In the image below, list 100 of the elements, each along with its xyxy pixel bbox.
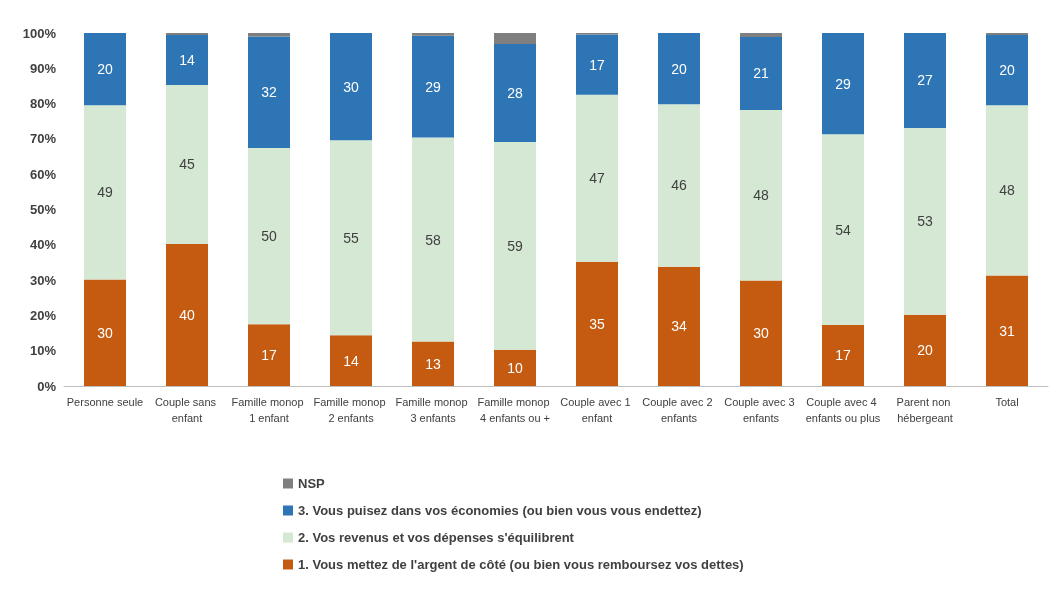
data-label: 35	[589, 315, 605, 332]
bar	[494, 142, 536, 350]
bar	[904, 314, 946, 386]
y-tick-label: 80%	[29, 96, 57, 112]
y-tick-label: 20%	[29, 307, 57, 323]
bar	[248, 33, 290, 37]
data-label: 14	[343, 352, 359, 369]
x-tick-label: Couple avec 4 enfants ou plus	[805, 396, 881, 424]
data-label: 40	[179, 307, 195, 324]
x-tick-label: Total	[995, 396, 1019, 408]
legend-label: 2. Vos revenus et vos dépenses s'équilibrent	[298, 530, 575, 545]
data-label: 29	[425, 78, 441, 95]
data-label: 20	[917, 342, 933, 359]
data-label: 10	[507, 359, 523, 376]
bar	[904, 127, 946, 315]
bar	[740, 280, 782, 386]
x-tick-label: Couple avec 2 enfants	[642, 396, 716, 424]
data-label: 31	[999, 322, 1015, 339]
data-label: 20	[671, 60, 687, 77]
bar	[166, 244, 208, 386]
data-label: 53	[917, 213, 933, 230]
bar	[84, 279, 126, 386]
x-tick-label: Personne seule	[66, 396, 144, 408]
y-tick-label: 50%	[29, 202, 57, 217]
bar	[248, 324, 290, 386]
data-label: 17	[261, 347, 277, 364]
bar	[658, 33, 700, 105]
data-label: 30	[753, 325, 769, 342]
data-label: 21	[753, 65, 769, 82]
y-tick-label: 0%	[37, 378, 57, 394]
bar	[84, 33, 126, 106]
data-label: 32	[261, 84, 277, 101]
bar	[576, 34, 618, 95]
bar	[330, 335, 372, 386]
data-label: 45	[179, 156, 195, 173]
x-tick-label: Famille monop 1 enfant	[231, 396, 307, 424]
x-tick-label: Parent non hébergeant	[896, 396, 954, 424]
data-label: 17	[835, 347, 851, 364]
data-label: 55	[343, 229, 359, 246]
y-tick-label: 10%	[29, 343, 57, 359]
bar	[494, 43, 536, 143]
bar	[576, 261, 618, 386]
bar	[986, 105, 1028, 276]
x-tick-label: Famille monop 3 enfants	[395, 396, 471, 424]
data-label: 47	[589, 170, 605, 187]
bar	[822, 134, 864, 325]
data-label: 34	[671, 318, 687, 335]
data-label: 14	[179, 52, 195, 68]
data-label: 29	[835, 75, 851, 92]
data-label: 20	[999, 62, 1015, 79]
bar	[494, 349, 536, 386]
data-label: 13	[425, 355, 441, 372]
y-tick-label: 70%	[29, 131, 57, 147]
bar	[576, 94, 618, 262]
bar	[248, 36, 290, 149]
data-label: 48	[753, 187, 769, 204]
bar	[740, 109, 782, 281]
bar	[412, 33, 454, 36]
bar	[166, 84, 208, 245]
bar	[248, 148, 290, 325]
data-label: 17	[589, 56, 605, 73]
data-label: 30	[343, 78, 359, 95]
bar	[658, 104, 700, 267]
data-label: 20	[97, 61, 113, 78]
bar	[740, 36, 782, 110]
bar	[494, 33, 536, 44]
x-tick-label: Famille monop 2 enfants	[313, 396, 389, 424]
bar	[166, 33, 208, 36]
data-label: 59	[507, 237, 523, 254]
data-label: 48	[999, 182, 1015, 199]
bar	[658, 266, 700, 386]
x-tick-label: Couple avec 1 enfant	[560, 396, 634, 424]
bar	[904, 33, 946, 128]
y-tick-label: 30%	[29, 272, 57, 288]
data-label: 30	[97, 324, 113, 341]
bar	[986, 33, 1028, 36]
data-label: 50	[261, 228, 277, 245]
bar	[412, 341, 454, 386]
legend-label: NSP	[298, 476, 326, 491]
y-tick-label: 100%	[22, 25, 57, 41]
bar	[986, 275, 1028, 386]
data-label: 58	[425, 231, 441, 248]
x-tick-label: Couple sans enfant	[154, 396, 220, 424]
data-label: 27	[917, 72, 933, 89]
bar	[84, 105, 126, 280]
legend-label: 3. Vous puisez dans vos économies (ou bien vous vous endettez)	[298, 503, 702, 518]
data-label: 28	[507, 85, 523, 102]
bar	[330, 33, 372, 141]
bar	[412, 35, 454, 138]
y-tick-label: 90%	[29, 60, 57, 76]
data-label: 49	[97, 184, 113, 201]
data-label: 54	[835, 221, 851, 238]
data-label: 46	[671, 177, 687, 194]
legend-label: 1. Vous mettez de l'argent de côté (ou bien vous remboursez vos dettes)	[298, 557, 744, 572]
x-tick-label: Couple avec 3 enfants	[724, 396, 798, 424]
x-tick-label: Famille monop 4 enfants ou +	[477, 396, 553, 424]
bar	[740, 33, 782, 37]
y-tick-label: 60%	[29, 166, 57, 182]
y-tick-label: 40%	[29, 237, 57, 253]
bar	[166, 35, 208, 85]
